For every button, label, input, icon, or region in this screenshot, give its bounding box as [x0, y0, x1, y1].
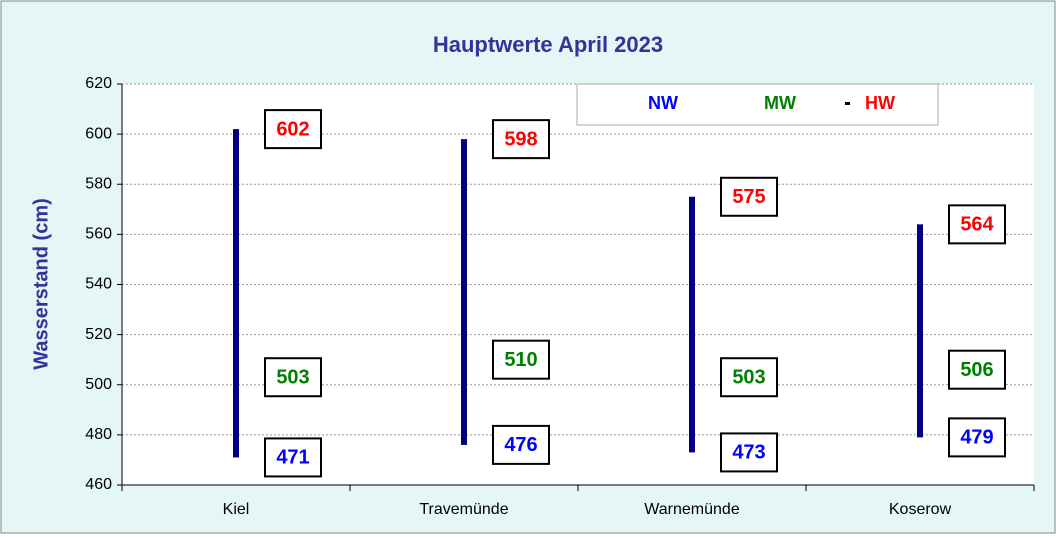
y-tick-label: 560	[85, 226, 112, 243]
legend-marker	[845, 102, 850, 105]
data-label-box	[720, 357, 778, 398]
x-tick-label: Travemünde	[419, 501, 508, 518]
data-label-box	[492, 424, 550, 465]
legend-label: NW	[648, 93, 678, 113]
data-label: 564	[960, 214, 994, 236]
y-tick-label: 540	[85, 276, 112, 293]
legend-label: MW	[764, 93, 796, 113]
y-tick-label: 480	[85, 426, 112, 443]
data-label: 476	[504, 434, 537, 456]
x-tick-label: Kiel	[223, 501, 250, 518]
data-label: 598	[504, 128, 537, 150]
y-tick-label: 620	[85, 75, 112, 92]
high-low-bar	[461, 139, 467, 445]
y-axis-label: Wasserstand (cm)	[30, 198, 52, 370]
data-label: 503	[732, 367, 765, 389]
data-label: 473	[732, 442, 765, 464]
data-label: 479	[960, 427, 993, 449]
data-label-box	[948, 417, 1006, 458]
data-label-box	[720, 432, 778, 473]
x-tick-label: Warnemünde	[644, 501, 740, 518]
data-label-box	[948, 204, 1006, 245]
data-label: 575	[732, 186, 765, 208]
data-label-box	[264, 109, 322, 150]
data-label-box	[492, 339, 550, 380]
high-low-bar	[917, 224, 923, 438]
data-label-box	[264, 437, 322, 478]
y-tick-label: 580	[85, 175, 112, 192]
y-tick-label: 520	[85, 326, 112, 343]
y-tick-label: 460	[85, 476, 112, 493]
data-label-box	[264, 357, 322, 398]
data-label: 471	[276, 447, 309, 469]
y-tick-label: 500	[85, 376, 112, 393]
high-low-bar	[689, 196, 695, 453]
data-label: 510	[504, 349, 537, 371]
x-tick-label: Koserow	[889, 501, 952, 518]
legend-label: HW	[865, 93, 895, 113]
data-label-box	[948, 349, 1006, 390]
data-label: 506	[960, 359, 993, 381]
data-label-box	[720, 176, 778, 217]
data-label: 503	[276, 367, 309, 389]
legend	[576, 83, 939, 126]
y-tick-label: 600	[85, 125, 112, 142]
high-low-bar	[233, 129, 239, 458]
data-label-box	[492, 119, 550, 160]
chart-title: Hauptwerte April 2023	[433, 32, 663, 57]
data-label: 602	[276, 118, 309, 140]
